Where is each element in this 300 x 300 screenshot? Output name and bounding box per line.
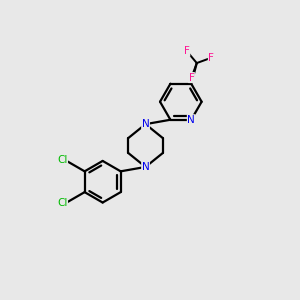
Text: N: N: [142, 119, 149, 129]
Text: N: N: [188, 115, 195, 125]
Text: F: F: [188, 73, 194, 82]
Text: Cl: Cl: [57, 155, 68, 165]
Text: F: F: [184, 46, 190, 56]
Text: Cl: Cl: [57, 198, 68, 208]
Text: N: N: [142, 162, 149, 172]
Text: F: F: [208, 53, 214, 63]
